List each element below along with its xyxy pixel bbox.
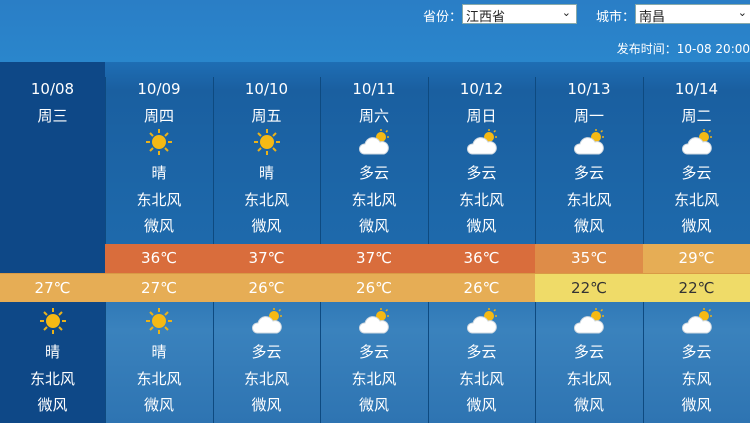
city-select[interactable]: 南昌 ⌄	[635, 4, 750, 25]
weekday: 周二	[681, 107, 712, 125]
wind-force: 微风	[573, 217, 604, 235]
wind-direction: 东北风	[29, 370, 75, 388]
wind-direction: 东北风	[243, 370, 289, 388]
province-label: 省份：	[423, 10, 463, 25]
partly-cloudy-icon	[466, 128, 498, 156]
wind-force: 微风	[681, 217, 712, 235]
wind-direction: 东北风	[458, 191, 504, 209]
low-temp: 27℃	[0, 273, 105, 302]
wind-force: 微风	[358, 396, 389, 414]
partly-cloudy-icon	[358, 128, 390, 156]
weather-text: 晴	[151, 343, 167, 361]
wind-direction: 东北风	[673, 191, 719, 209]
high-temp: 29℃	[643, 244, 750, 273]
wind-direction: 东北风	[351, 191, 397, 209]
province-select[interactable]: 江西省 ⌄	[462, 4, 577, 25]
day-column[interactable]: 10/10 周五晴东北风 微风 37℃ 26℃ 多云 东北风 微风	[213, 62, 320, 423]
wind-direction: 东北风	[136, 370, 182, 388]
today-column-bg	[0, 62, 105, 423]
low-temp: 22℃	[535, 273, 643, 302]
partly-cloudy-icon	[681, 128, 713, 156]
day-column[interactable]: 10/09 周四晴东北风 微风 36℃ 27℃ 晴东北风 微风	[105, 62, 213, 423]
day-column[interactable]: 10/13 周一 多云 东北风 微风 35℃ 22℃ 多云 东北风 微风	[535, 62, 643, 423]
day-column[interactable]: 10/08 周三 27℃ 晴东北风微风	[0, 62, 105, 423]
partly-cloudy-icon	[573, 307, 605, 335]
partly-cloudy-icon	[466, 307, 498, 335]
partly-cloudy-icon	[251, 307, 283, 335]
sunny-icon	[143, 307, 175, 335]
weekday: 周四	[143, 107, 174, 125]
high-temp: 37℃	[213, 244, 320, 273]
date: 10/11	[352, 80, 396, 98]
day-column[interactable]: 10/12 周日 多云 东北风 微风 36℃ 26℃ 多云 东北风 微风	[428, 62, 535, 423]
weekday: 周三	[37, 107, 68, 125]
wind-direction: 东北风	[566, 370, 612, 388]
weather-text: 多云	[681, 164, 712, 182]
wind-force: 微风	[358, 217, 389, 235]
partly-cloudy-icon	[573, 128, 605, 156]
wind-direction: 东风	[681, 370, 712, 388]
city-value: 南昌	[639, 10, 666, 25]
header: 省份： 江西省 ⌄ 城市： 南昌 ⌄ 发布时间：10-08 20:00	[0, 0, 750, 62]
city-label: 城市：	[596, 10, 636, 25]
date: 10/12	[459, 80, 504, 98]
wind-force: 微风	[573, 396, 604, 414]
high-temp: 37℃	[320, 244, 428, 273]
high-temp: 35℃	[535, 244, 643, 273]
low-temp: 27℃	[105, 273, 213, 302]
weather-text: 多云	[466, 343, 497, 361]
wind-direction: 东北风	[243, 191, 289, 209]
weekday: 周六	[358, 107, 389, 125]
low-temp: 26℃	[213, 273, 320, 302]
low-temp: 26℃	[320, 273, 428, 302]
weekday: 周日	[466, 107, 497, 125]
wind-force: 微风	[143, 217, 174, 235]
weather-text: 多云	[466, 164, 497, 182]
weather-text: 多云	[358, 343, 389, 361]
wind-direction: 东北风	[458, 370, 504, 388]
chevron-down-icon: ⌄	[561, 6, 571, 19]
weather-text: 多云	[573, 343, 604, 361]
wind-direction: 东北风	[566, 191, 612, 209]
province-value: 江西省	[466, 10, 506, 25]
date: 10/13	[567, 80, 611, 98]
weather-text: 多云	[573, 164, 604, 182]
partly-cloudy-icon	[681, 307, 713, 335]
sunny-icon	[37, 307, 69, 335]
publish-label: 发布时间：	[616, 42, 677, 56]
weather-text: 晴	[258, 164, 274, 182]
weekday: 周五	[251, 107, 282, 125]
wind-force: 微风	[251, 396, 282, 414]
date: 10/09	[137, 80, 181, 98]
wind-force: 微风	[251, 217, 282, 235]
wind-direction: 东北风	[351, 370, 397, 388]
wind-force: 微风	[681, 396, 712, 414]
high-temp: 36℃	[105, 244, 213, 273]
day-column[interactable]: 10/11 周六 多云 东北风 微风 37℃ 26℃ 多云 东北风 微风	[320, 62, 428, 423]
low-temp: 22℃	[643, 273, 750, 302]
weather-text: 多云	[251, 343, 282, 361]
date: 10/14	[674, 80, 719, 98]
wind-force: 微风	[143, 396, 174, 414]
wind-force: 微风	[466, 217, 497, 235]
date: 10/10	[244, 80, 289, 98]
weather-text: 晴	[151, 164, 167, 182]
publish-time: 发布时间：10-08 20:00	[617, 40, 750, 57]
sunny-icon	[143, 128, 175, 156]
wind-force: 微风	[37, 396, 68, 414]
high-temp: 36℃	[428, 244, 535, 273]
low-temp: 26℃	[428, 273, 535, 302]
date: 10/08	[30, 80, 75, 98]
weather-text: 多云	[358, 164, 389, 182]
wind-force: 微风	[466, 396, 497, 414]
wind-direction: 东北风	[136, 191, 182, 209]
publish-time-value: 10-08 20:00	[676, 42, 750, 56]
weather-text: 多云	[681, 343, 712, 361]
sunny-icon	[251, 128, 283, 156]
weather-text: 晴	[44, 343, 60, 361]
day-column[interactable]: 10/14 周二 多云 东北风 微风 29℃ 22℃ 多云 东风 微风	[643, 62, 750, 423]
partly-cloudy-icon	[358, 307, 390, 335]
weekday: 周一	[573, 107, 604, 125]
chevron-down-icon: ⌄	[737, 6, 747, 19]
